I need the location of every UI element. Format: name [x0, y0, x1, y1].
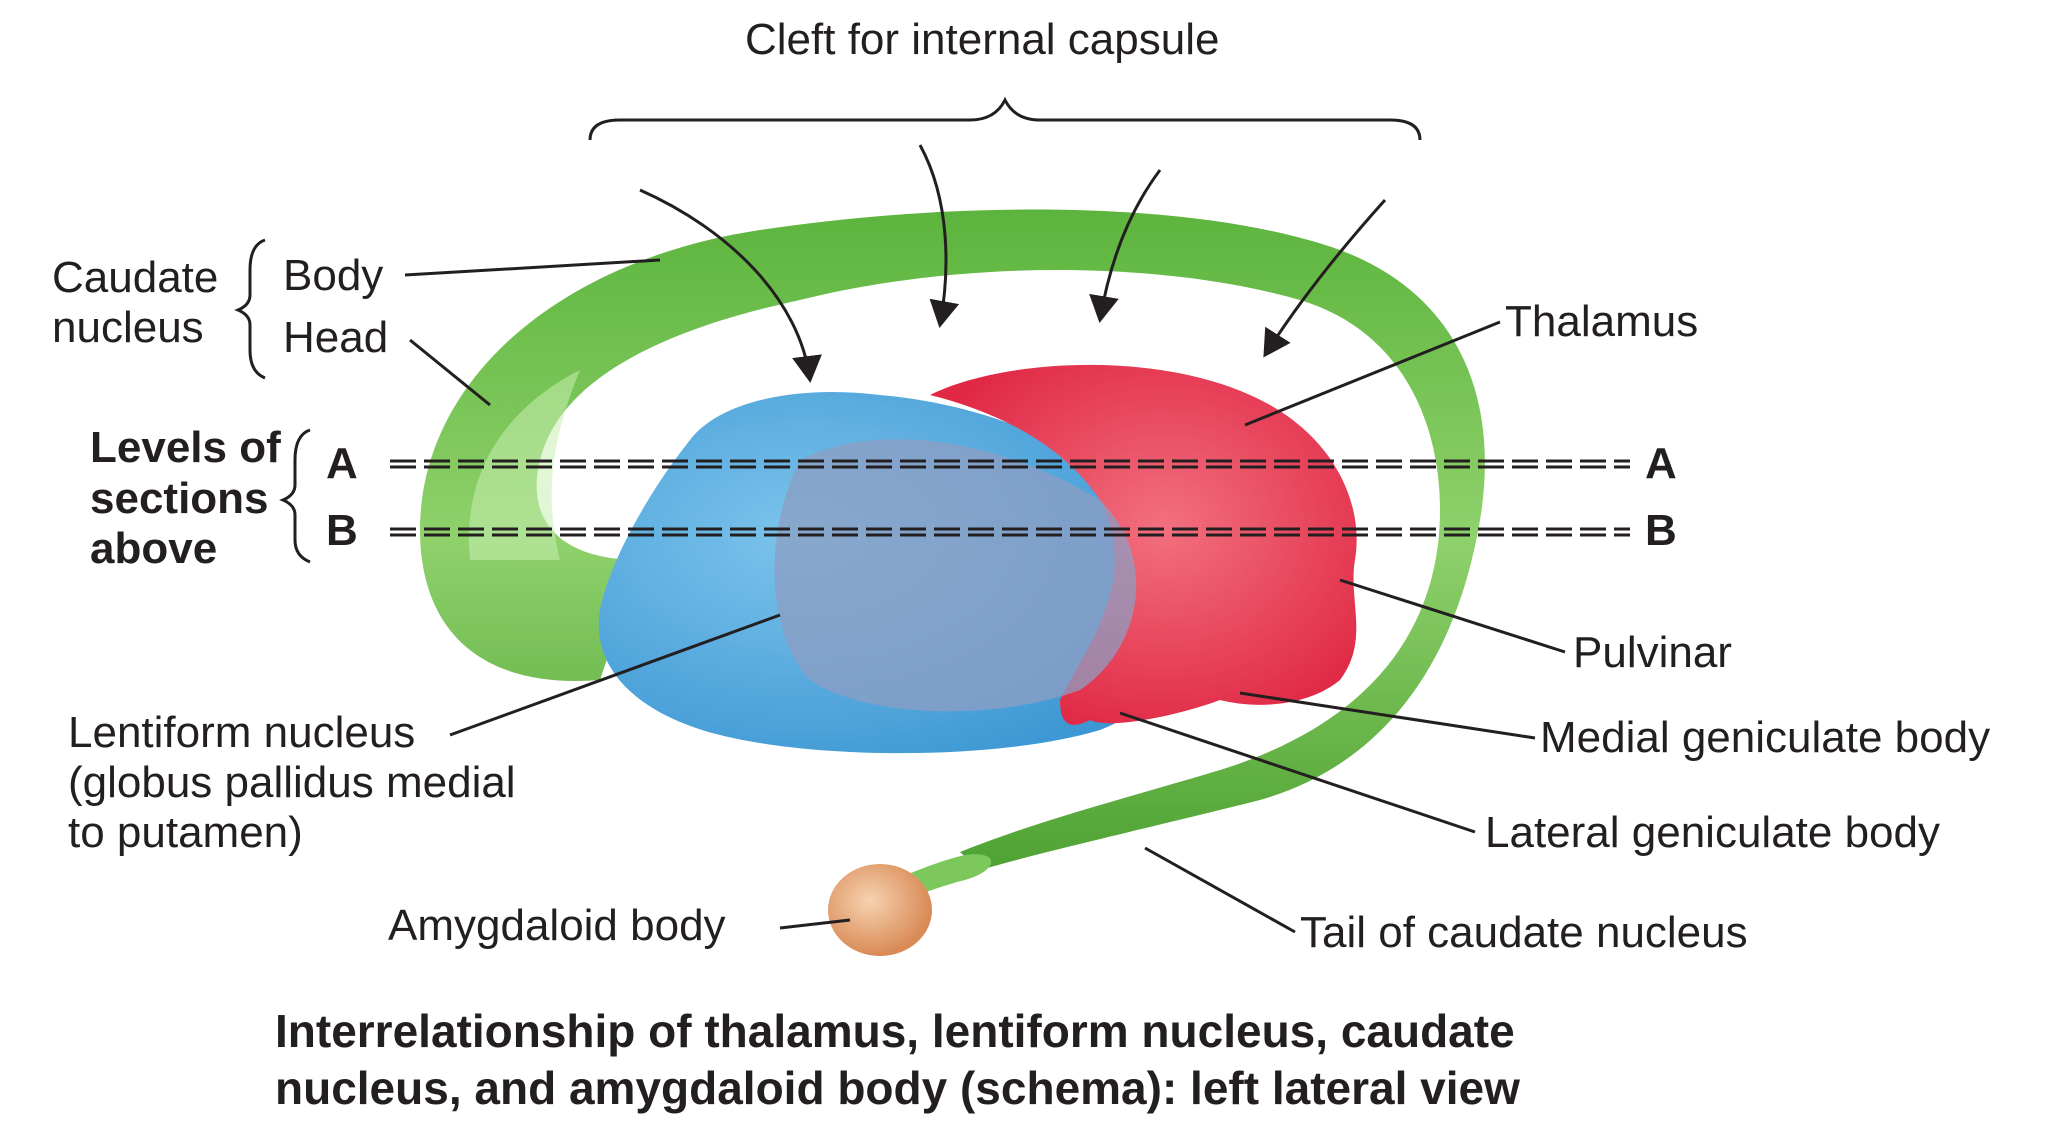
caudate-head-highlight [468, 370, 580, 560]
head-label: Head [283, 313, 388, 362]
caption-line2: nucleus, and amygdaloid body (schema): l… [275, 1062, 1520, 1114]
amygdaloid-label: Amygdaloid body [388, 901, 726, 950]
tail-leader [1144, 846, 1296, 934]
pulvinar-leader [1339, 578, 1566, 654]
body-leader [404, 258, 661, 277]
lentiform-leader [449, 613, 781, 737]
medial-geniculate-label: Medial geniculate body [1540, 713, 1990, 762]
levels-brace [279, 428, 311, 564]
lateral-geniculate-leader [1119, 711, 1476, 834]
lentiform-label-line2: (globus pallidus medial [68, 758, 516, 807]
thalamus-shape [930, 364, 1357, 725]
caption-line1: Interrelationship of thalamus, lentiform… [275, 1005, 1515, 1057]
pulvinar-label: Pulvinar [1573, 628, 1732, 677]
levels-label-line3: above [90, 524, 217, 573]
caudate-label-line2: nucleus [52, 303, 204, 352]
caudate-label-line1: Caudate [52, 253, 218, 302]
amygdaloid-body-shape [828, 864, 932, 956]
level-a-right-label: A [1645, 439, 1677, 488]
thalamus-label: Thalamus [1505, 297, 1698, 346]
level-b-right-label: B [1645, 506, 1677, 555]
cleft-label: Cleft for internal capsule [745, 15, 1219, 64]
levels-label-line1: Levels of [90, 423, 281, 472]
cleft-arrow-2 [918, 144, 960, 328]
level-b-left-label: B [326, 506, 358, 555]
cleft-arrow-4 [1263, 198, 1387, 358]
lateral-geniculate-label: Lateral geniculate body [1485, 808, 1940, 857]
caudate-nucleus-shape [420, 209, 1485, 870]
medial-geniculate-leader [1239, 691, 1536, 740]
lentiform-thalamus-overlap [774, 439, 1137, 712]
levels-label-line2: sections [90, 474, 269, 523]
lentiform-label-line1: Lentiform nucleus [68, 708, 415, 757]
thalamus-leader [1244, 320, 1501, 427]
caudate-brace [234, 238, 266, 380]
lentiform-label-line3: to putamen) [68, 808, 303, 857]
cleft-brace [588, 96, 1422, 141]
cleft-arrow-1 [639, 188, 822, 383]
cleft-arrow-3 [1089, 169, 1162, 323]
body-label: Body [283, 251, 383, 300]
head-leader [409, 338, 491, 407]
tail-label: Tail of caudate nucleus [1300, 908, 1748, 957]
amygdaloid-leader [779, 918, 851, 930]
level-a-left-label: A [326, 439, 358, 488]
